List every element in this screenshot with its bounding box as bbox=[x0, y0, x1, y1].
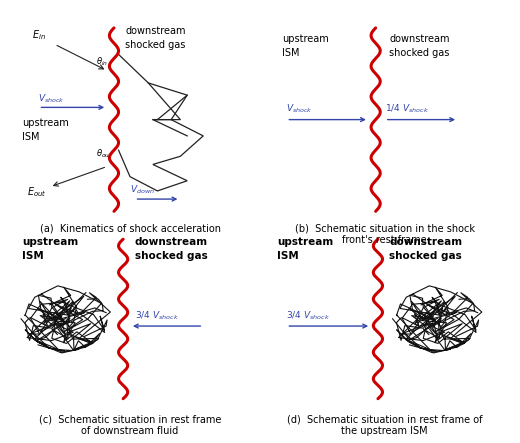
Text: upstream: upstream bbox=[282, 34, 329, 44]
Text: $E_{out}$: $E_{out}$ bbox=[27, 185, 47, 199]
Text: shocked gas: shocked gas bbox=[125, 40, 186, 51]
Text: $\theta_{in}$: $\theta_{in}$ bbox=[96, 55, 108, 68]
Text: (d)  Schematic situation in rest frame of
the upstream ISM: (d) Schematic situation in rest frame of… bbox=[287, 414, 483, 436]
Text: upstream: upstream bbox=[22, 118, 69, 128]
Text: $E_{in}$: $E_{in}$ bbox=[32, 28, 46, 42]
Text: ISM: ISM bbox=[22, 132, 40, 142]
Text: (b)  Schematic situation in the shock
front's rest frame: (b) Schematic situation in the shock fro… bbox=[295, 224, 475, 245]
Text: $V_{shock}$: $V_{shock}$ bbox=[287, 102, 313, 115]
Text: downstream: downstream bbox=[135, 237, 207, 247]
Text: $V_{shock}$: $V_{shock}$ bbox=[38, 92, 65, 105]
Text: ISM: ISM bbox=[22, 251, 44, 261]
Text: downstream: downstream bbox=[389, 34, 450, 44]
Text: shocked gas: shocked gas bbox=[389, 251, 462, 261]
Text: (a)  Kinematics of shock acceleration: (a) Kinematics of shock acceleration bbox=[40, 224, 220, 234]
Text: upstream: upstream bbox=[22, 237, 79, 247]
Text: $\theta_{out}$: $\theta_{out}$ bbox=[96, 147, 113, 160]
Text: $1/4\ V_{shock}$: $1/4\ V_{shock}$ bbox=[385, 102, 429, 115]
Text: $V_{down}$: $V_{down}$ bbox=[130, 184, 155, 197]
Text: downstream: downstream bbox=[125, 26, 186, 36]
Text: upstream: upstream bbox=[277, 237, 333, 247]
Text: ISM: ISM bbox=[277, 251, 299, 261]
Text: downstream: downstream bbox=[389, 237, 462, 247]
Text: shocked gas: shocked gas bbox=[389, 48, 450, 58]
Text: shocked gas: shocked gas bbox=[135, 251, 207, 261]
Text: ISM: ISM bbox=[282, 48, 300, 58]
Text: $3/4\ V_{shock}$: $3/4\ V_{shock}$ bbox=[135, 310, 179, 323]
Text: (c)  Schematic situation in rest frame
of downstream fluid: (c) Schematic situation in rest frame of… bbox=[39, 414, 221, 436]
Text: $3/4\ V_{shock}$: $3/4\ V_{shock}$ bbox=[287, 310, 331, 323]
